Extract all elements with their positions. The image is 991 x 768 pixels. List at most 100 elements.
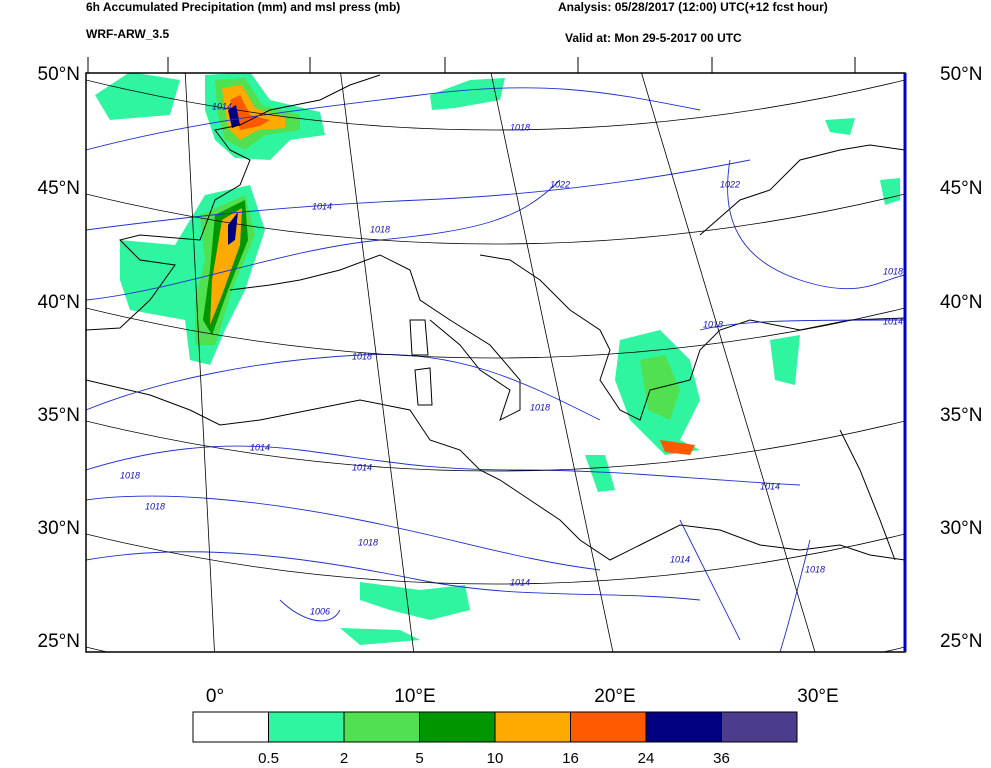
- coastline: [699, 144, 905, 236]
- isobar-label: 1014: [760, 481, 780, 491]
- isobar: [86, 179, 561, 301]
- latitude-label: 25°N: [940, 631, 982, 652]
- precip-area: [360, 582, 470, 620]
- colorbar: 0.5 2 5 10 16 24 36: [192, 711, 798, 767]
- latitude-label: 40°N: [940, 292, 982, 313]
- precip-area: [660, 440, 695, 455]
- latitude-label: 45°N: [940, 178, 982, 199]
- isobar: [86, 551, 701, 601]
- isobar-label: 1014: [250, 442, 270, 452]
- longitude-label: 20°E: [594, 686, 635, 707]
- map-content: 1014 1018 1022 1022 1014 1018 1018 1014 1018 1018…: [15, 68, 905, 662]
- colorbar-swatch: [494, 711, 571, 743]
- longitude-line: [490, 73, 614, 652]
- longitude-label: 10°E: [394, 686, 435, 707]
- isobar-label: 1018: [145, 501, 165, 511]
- coastline: [86, 379, 905, 561]
- precip-area: [430, 78, 505, 110]
- isobar: [699, 319, 905, 331]
- isobar-label: 1022: [720, 179, 740, 189]
- isobar: [727, 159, 905, 290]
- isobar-label: 1018: [530, 402, 550, 412]
- longitude-line: [15, 68, 50, 662]
- latitude-line: [86, 646, 905, 652]
- isobar: [679, 519, 741, 641]
- precip-area: [585, 455, 615, 492]
- colorbar-label: 16: [562, 750, 579, 767]
- precip-area: [230, 95, 270, 130]
- map-area: 1014 1018 1022 1022 1014 1018 1018 1014 1018 1018…: [15, 57, 982, 707]
- precip-area: [340, 628, 420, 645]
- coastline: [414, 367, 433, 406]
- latitude-line: [86, 79, 905, 131]
- colorbar-label: 36: [713, 750, 730, 767]
- latitude-line: [86, 193, 905, 245]
- latitude-label: 45°N: [38, 178, 80, 199]
- model-name: WRF-ARW_3.5: [86, 27, 169, 41]
- isobar-label: 1018: [805, 564, 825, 574]
- isobar-label: 1014: [212, 101, 232, 111]
- longitude-label: 30°E: [797, 686, 838, 707]
- analysis-time: Analysis: 05/28/2017 (12:00) UTC(+12 fcs…: [558, 0, 828, 14]
- longitude-line: [641, 73, 816, 652]
- colorbar-label: 24: [638, 750, 655, 767]
- isobar-label: 1014: [883, 316, 903, 326]
- isobar: [779, 539, 811, 652]
- colorbar-swatch: [721, 711, 798, 743]
- latitude-label: 30°N: [38, 518, 80, 539]
- isobar-label: 1014: [670, 554, 690, 564]
- isobar-label: 1018: [352, 351, 372, 361]
- longitude-line: [340, 73, 415, 652]
- colorbar-label: 0.5: [258, 750, 279, 767]
- coastline: [839, 429, 896, 561]
- latitude-line: [86, 307, 905, 359]
- colorbar-label: 2: [340, 750, 348, 767]
- isobar: [86, 495, 601, 571]
- isobar-label: 1022: [550, 179, 570, 189]
- colorbar-swatch: [343, 711, 420, 743]
- isobar-label: 1014: [312, 201, 332, 211]
- colorbar-label: 5: [415, 750, 423, 767]
- precip-area: [95, 73, 180, 120]
- latitude-label: 25°N: [38, 631, 80, 652]
- coastline: [229, 254, 521, 421]
- latitude-line: [86, 420, 905, 472]
- colorbar-label: 10: [487, 750, 504, 767]
- precip-area: [228, 212, 238, 245]
- isobar-label: 1018: [370, 224, 390, 234]
- colorbar-swatch: [268, 711, 345, 743]
- isobar: [86, 87, 701, 151]
- isobar-label: 1014: [352, 462, 372, 472]
- colorbar-swatch: [570, 711, 647, 743]
- isobar-label: 1014: [510, 577, 530, 587]
- isobar: [86, 354, 601, 421]
- isobar: [279, 599, 341, 622]
- latitude-line: [86, 533, 905, 585]
- isobar-label: 1018: [883, 266, 903, 276]
- longitude-line: [184, 73, 215, 652]
- precip-area: [825, 118, 855, 135]
- coastline: [409, 319, 429, 356]
- coastline: [479, 254, 905, 421]
- isobar: [86, 159, 751, 231]
- valid-time: Valid at: Mon 29-5-2017 00 UTC: [565, 31, 742, 45]
- latitude-label: 35°N: [940, 405, 982, 426]
- precip-area: [770, 335, 800, 385]
- colorbar-swatch: [419, 711, 496, 743]
- isobar: [86, 445, 801, 486]
- precip-area: [228, 105, 240, 128]
- coastline: [86, 74, 381, 331]
- isobar-label: 1006: [310, 606, 330, 616]
- latitude-label: 35°N: [38, 405, 80, 426]
- latitude-label: 30°N: [940, 518, 982, 539]
- latitude-label: 50°N: [940, 64, 982, 85]
- isobar-label: 1018: [358, 537, 378, 547]
- title: 6h Accumulated Precipitation (mm) and ms…: [86, 0, 400, 14]
- latitude-label: 50°N: [38, 64, 80, 85]
- latitude-label: 40°N: [38, 292, 80, 313]
- colorbar-swatch: [192, 711, 269, 743]
- isobar-label: 1018: [510, 122, 530, 132]
- longitude-label: 0°: [206, 686, 224, 707]
